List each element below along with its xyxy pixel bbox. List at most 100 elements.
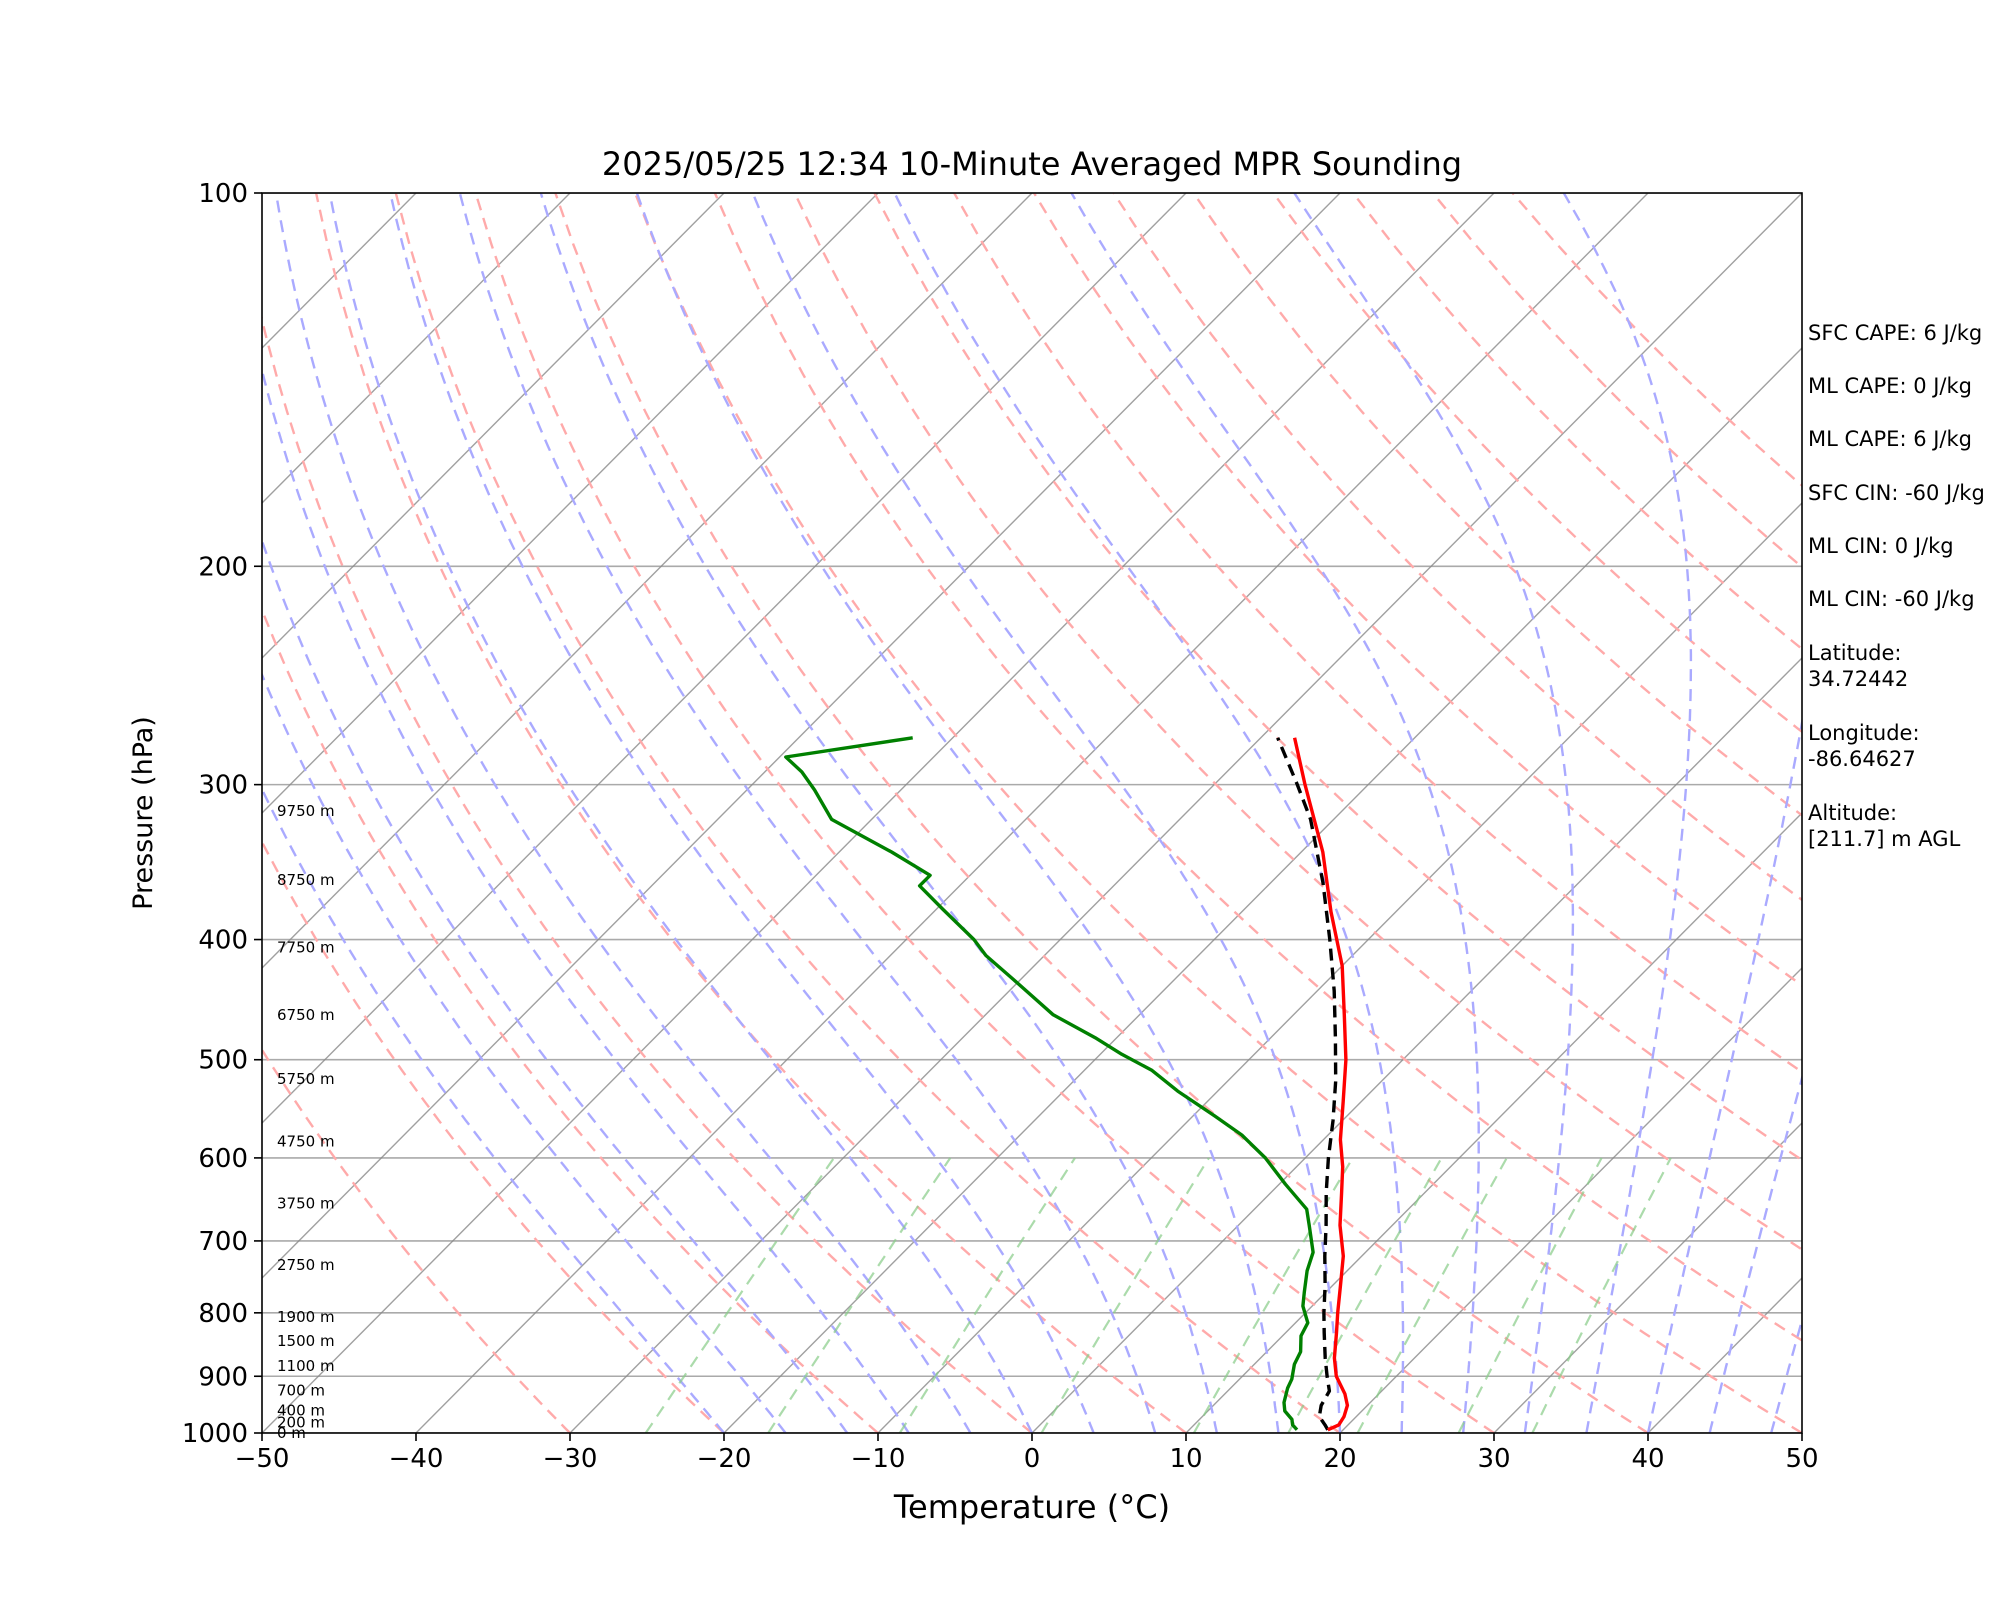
mixing-ratio-line: [1287, 1157, 1443, 1433]
x-axis-ticks: −50 −40 −30 −20 −10 0 10 20 30 40 50: [235, 1433, 1819, 1474]
longitude-value: -86.64627: [1808, 747, 1916, 771]
chart-title: 2025/05/25 12:34 10-Minute Averaged MPR …: [602, 145, 1462, 183]
latitude-label: Latitude:: [1808, 641, 1902, 665]
height-label: 8750 m: [277, 871, 335, 889]
moist-adiabat: [262, 537, 849, 1433]
y-tick-label: 200: [198, 552, 248, 582]
dry-adiabat: [1112, 193, 1802, 902]
y-axis-ticks: 1000 900 800 700 600 500 400 300 200 100: [182, 179, 262, 1449]
isotherm-line: [1339, 967, 1802, 1433]
y-tick-label: 900: [198, 1362, 248, 1392]
y-tick-label: 100: [198, 179, 248, 209]
background-lines: [262, 193, 1802, 1433]
height-label: 4750 m: [277, 1133, 335, 1151]
height-label: 700 m: [277, 1381, 325, 1399]
y-tick-label: 400: [198, 926, 248, 956]
y-tick-label: 600: [198, 1144, 248, 1174]
moist-adiabat: [893, 193, 1405, 1433]
isotherm-line: [723, 347, 1802, 1433]
ml-cin-text: ML CIN: 0 J/kg: [1808, 534, 1954, 558]
height-label: 6750 m: [277, 1006, 335, 1024]
altitude-value: [211.7] m AGL: [1808, 827, 1961, 851]
moist-adiabat: [458, 193, 1157, 1433]
longitude-label: Longitude:: [1808, 721, 1920, 745]
dry-adiabat: [633, 193, 1802, 1433]
mixing-ratio-line: [767, 1157, 952, 1433]
moist-adiabat: [1562, 193, 1693, 1433]
height-label: 2750 m: [277, 1256, 335, 1274]
ml-cape-text-2: ML CAPE: 6 J/kg: [1808, 427, 1973, 451]
dry-adiabat: [1192, 193, 1802, 817]
isotherm-line: [1185, 812, 1802, 1433]
dry-adiabat: [262, 1047, 571, 1433]
x-tick-label: 30: [1477, 1444, 1510, 1474]
moist-adiabat: [1293, 193, 1575, 1433]
y-tick-label: 300: [198, 771, 248, 801]
moist-adiabat: [1770, 1316, 1802, 1433]
x-tick-label: −30: [543, 1444, 598, 1474]
isotherm-line: [415, 193, 1649, 1433]
y-tick-label: 800: [198, 1299, 248, 1329]
x-tick-label: −40: [389, 1444, 444, 1474]
profile-layer: [784, 736, 1350, 1432]
isotherm-line: [262, 193, 879, 814]
dry-adiabat: [873, 193, 1802, 1162]
x-tick-label: 20: [1323, 1444, 1356, 1474]
height-label: 3750 m: [277, 1194, 335, 1212]
dry-adiabat: [474, 193, 1495, 1433]
x-tick-label: −20: [697, 1444, 752, 1474]
sfc-cin-text: SFC CIN: -60 J/kg: [1808, 481, 1985, 505]
dry-adiabat: [713, 193, 1802, 1342]
height-label: 200 m: [277, 1414, 325, 1432]
latitude-value: 34.72442: [1808, 667, 1909, 691]
dry-adiabat: [554, 193, 1649, 1433]
mixing-ratio-line: [898, 1157, 1076, 1433]
dry-adiabat: [262, 314, 1033, 1433]
moist-adiabat: [539, 193, 1218, 1433]
height-label: 5750 m: [277, 1070, 335, 1088]
moist-adiabat: [1708, 1073, 1802, 1433]
y-axis-label: Pressure (hPa): [128, 716, 159, 910]
isotherm-line: [1493, 1122, 1802, 1433]
mixing-ratio-line: [1457, 1157, 1603, 1433]
moist-adiabat: [1070, 193, 1480, 1433]
moist-adiabat: [328, 193, 1034, 1433]
ml-cin-text-2: ML CIN: -60 J/kg: [1808, 587, 1975, 611]
x-tick-label: 10: [1169, 1444, 1202, 1474]
dry-adiabat: [793, 193, 1802, 1251]
x-tick-label: 50: [1785, 1444, 1818, 1474]
height-label: 400 m: [277, 1401, 325, 1419]
isotherm-line: [262, 193, 1495, 1433]
y-tick-label: 500: [198, 1046, 248, 1076]
height-label: 1100 m: [277, 1357, 335, 1375]
dry-adiabat: [394, 193, 1341, 1433]
x-tick-label: −50: [235, 1444, 290, 1474]
dry-adiabat: [953, 193, 1802, 1074]
mixing-ratio-line: [644, 1157, 835, 1433]
latitude-block: Latitude: 34.72442: [1808, 640, 1908, 692]
dry-adiabat: [1032, 193, 1802, 987]
y-tick-label: 700: [198, 1227, 248, 1257]
grid-layer: [262, 193, 1802, 1433]
height-label: 7750 m: [277, 939, 335, 957]
x-tick-label: 0: [1024, 1444, 1041, 1474]
parcel-profile-line: [1276, 737, 1338, 1431]
ml-cape-text: ML CAPE: 0 J/kg: [1808, 374, 1973, 398]
mixing-ratio-line: [1040, 1157, 1210, 1433]
moist-adiabat: [1646, 715, 1802, 1433]
dry-adiabat: [262, 839, 725, 1433]
dry-adiabat: [314, 193, 1187, 1433]
isotherm-line: [262, 193, 1033, 969]
height-label: 9750 m: [277, 802, 335, 820]
longitude-block: Longitude: -86.64627: [1808, 720, 1920, 772]
isotherm-line: [877, 502, 1802, 1433]
isotherm-line: [262, 193, 1187, 1124]
altitude-label: Altitude:: [1808, 801, 1898, 825]
mixing-ratio-line: [1192, 1157, 1354, 1433]
isotherm-line: [262, 193, 571, 504]
height-label: 1900 m: [277, 1308, 335, 1326]
altitude-block: Altitude: [211.7] m AGL: [1808, 800, 1960, 852]
